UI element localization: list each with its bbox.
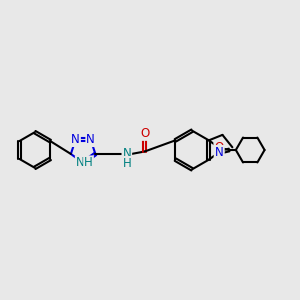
Text: N: N	[214, 146, 224, 159]
Text: H: H	[122, 157, 131, 170]
Text: N: N	[76, 156, 85, 170]
Text: H: H	[84, 156, 93, 170]
Text: N: N	[71, 133, 80, 146]
Text: O: O	[140, 127, 149, 140]
Text: O: O	[214, 141, 224, 154]
Text: N: N	[122, 148, 131, 160]
Text: N: N	[86, 133, 95, 146]
